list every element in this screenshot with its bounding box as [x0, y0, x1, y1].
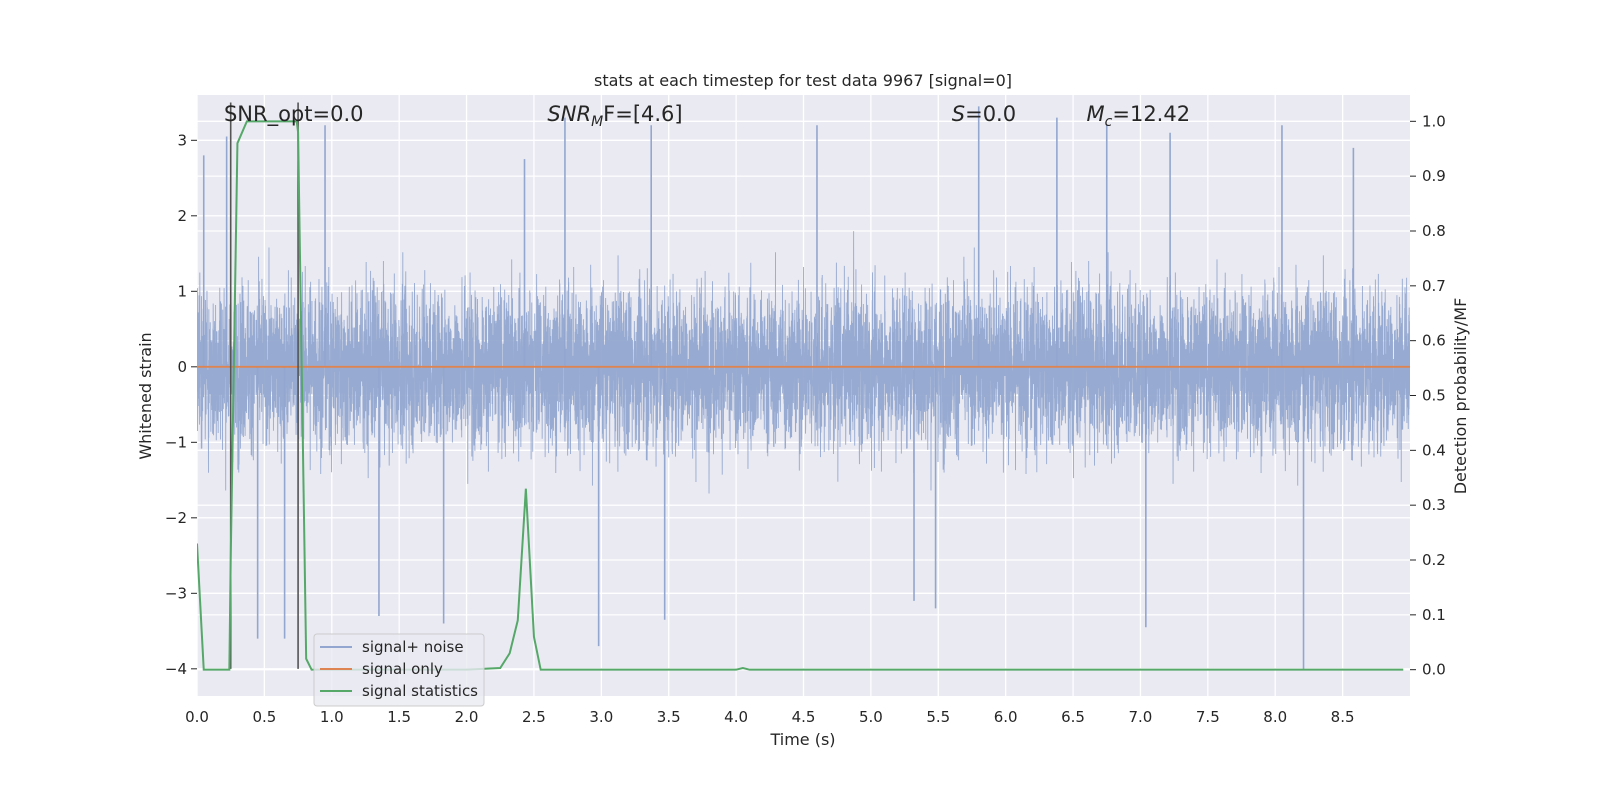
y-right-tick-label: 0.2: [1422, 551, 1446, 569]
x-tick-label: 3.0: [589, 708, 613, 726]
y-left-tick-label: 2: [177, 207, 187, 225]
y-right-tick-label: 0.4: [1422, 441, 1446, 459]
legend-label-signal-noise: signal+ noise: [362, 638, 464, 656]
x-tick-label: 2.5: [522, 708, 546, 726]
x-tick-label: 6.5: [1061, 708, 1085, 726]
x-tick-label: 0.0: [185, 708, 209, 726]
annotations: SNR_opt=0.0 SNRMF=[4.6] S=0.0 Mc=12.42: [224, 102, 1190, 130]
y-axis-label-left: Whitened strain: [136, 332, 155, 459]
x-tick-label: 0.5: [252, 708, 276, 726]
annotation-0: SNR_opt=0.0: [224, 102, 364, 127]
x-tick-label: 4.5: [792, 708, 816, 726]
y-left-tick-label: 1: [177, 282, 187, 300]
series-layer: [197, 102, 1410, 671]
y-right-tick-label: 0.3: [1422, 496, 1446, 514]
x-tick-label: 5.5: [926, 708, 950, 726]
x-tick-label: 5.0: [859, 708, 883, 726]
legend-box: [313, 633, 485, 707]
x-tick-label: 7.0: [1129, 708, 1153, 726]
x-tick-label: 6.0: [994, 708, 1018, 726]
y-right-tick-label: 0.5: [1422, 387, 1446, 405]
y-left-tick-label: −2: [165, 509, 187, 527]
annotation-3: Mc=12.42: [1087, 102, 1191, 130]
y-right-tick-label: 0.9: [1422, 167, 1446, 185]
x-tick-label: 2.0: [455, 708, 479, 726]
axes: 0.0 0.5 1.0 1.5 2.0 2.5 3.0 3.5 4.0 4.5 5.0 5.5 6.0 6…: [165, 112, 1446, 726]
y-axis-label-right: Detection probability/MF: [1451, 298, 1470, 495]
x-tick-label: 8.0: [1263, 708, 1287, 726]
legend: signal+ noise signal only signal statist…: [313, 633, 485, 707]
legend-label-signal-only: signal only: [362, 660, 443, 678]
y-right-tick-label: 0.1: [1422, 606, 1446, 624]
y-right-tick-label: 0.6: [1422, 332, 1446, 350]
x-axis-label: Time (s): [769, 730, 835, 749]
x-tick-label: 1.0: [320, 708, 344, 726]
x-tick-label: 3.5: [657, 708, 681, 726]
y-right-tick-label: 0.8: [1422, 222, 1446, 240]
series-signal-noise: [197, 231, 1410, 494]
annotation-2: S=0.0: [952, 102, 1016, 126]
chart-title: stats at each timestep for test data 996…: [594, 71, 1012, 90]
annotation-1: SNRMF=[4.6]: [547, 102, 682, 130]
x-tick-label: 7.5: [1196, 708, 1220, 726]
y-left-tick-label: −3: [165, 584, 187, 602]
y-right-tick-label: 1.0: [1422, 112, 1446, 130]
x-tick-label: 1.5: [387, 708, 411, 726]
y-left-tick-label: 3: [177, 131, 187, 149]
y-right-tick-label: 0.7: [1422, 277, 1446, 295]
y-left-tick-label: 0: [177, 358, 187, 376]
x-tick-label: 4.0: [724, 708, 748, 726]
y-left-tick-label: −1: [165, 433, 187, 451]
legend-label-signal-statistics: signal statistics: [362, 682, 478, 700]
series-signal-statistics: [197, 120, 1404, 671]
x-tick-label: 8.5: [1331, 708, 1355, 726]
y-right-tick-label: 0.0: [1422, 661, 1446, 679]
y-left-tick-label: −4: [165, 660, 187, 678]
